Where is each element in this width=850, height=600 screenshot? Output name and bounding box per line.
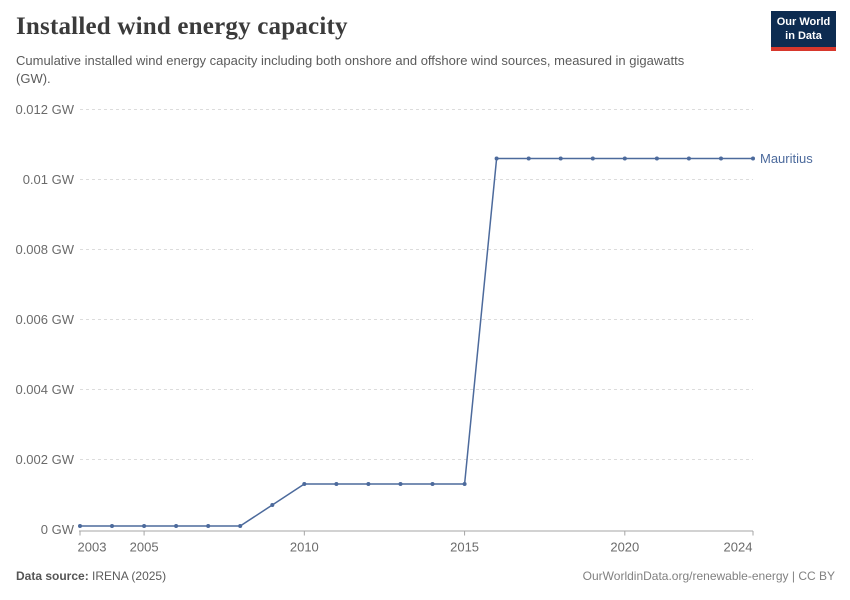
x-tick-label: 2010 xyxy=(290,540,319,555)
y-tick-label: 0.012 GW xyxy=(15,102,74,117)
data-point[interactable] xyxy=(206,524,211,528)
y-tick-label: 0.004 GW xyxy=(15,382,74,397)
y-tick-label: 0.01 GW xyxy=(23,172,75,187)
x-tick-label: 2024 xyxy=(724,540,753,555)
series-label-mauritius[interactable]: Mauritius xyxy=(760,150,813,166)
page-title: Installed wind energy capacity xyxy=(16,13,348,40)
data-point[interactable] xyxy=(558,156,563,161)
owid-logo-line1: Our World xyxy=(776,16,831,28)
data-point[interactable] xyxy=(462,482,467,486)
data-point[interactable] xyxy=(366,482,371,486)
data-point[interactable] xyxy=(686,156,691,161)
x-tick-label: 2020 xyxy=(610,540,639,555)
footer-link[interactable]: OurWorldinData.org/renewable-energy | CC… xyxy=(582,569,835,583)
data-point[interactable] xyxy=(302,482,307,486)
data-source-label: Data source: xyxy=(16,569,89,583)
y-tick-label: 0.008 GW xyxy=(15,242,74,257)
data-point[interactable] xyxy=(334,482,339,486)
y-tick-label: 0 GW xyxy=(41,522,75,537)
data-point[interactable] xyxy=(751,156,755,161)
data-point[interactable] xyxy=(174,524,179,528)
x-tick-label: 2015 xyxy=(450,540,479,555)
data-point[interactable] xyxy=(110,524,114,528)
x-tick-label: 2005 xyxy=(130,540,159,555)
data-source-value: IRENA (2025) xyxy=(92,569,167,583)
data-point[interactable] xyxy=(494,156,499,161)
data-point[interactable] xyxy=(398,482,403,486)
data-point[interactable] xyxy=(142,524,147,528)
data-point[interactable] xyxy=(622,156,627,161)
chart-subtitle: Cumulative installed wind energy capacit… xyxy=(16,53,685,87)
owid-logo[interactable]: Our World in Data xyxy=(771,11,836,51)
data-point[interactable] xyxy=(590,156,595,161)
series-line[interactable] xyxy=(80,157,753,527)
y-tick-label: 0.002 GW xyxy=(15,452,74,467)
data-point[interactable] xyxy=(270,503,275,507)
y-tick-label: 0.006 GW xyxy=(15,312,74,327)
data-point[interactable] xyxy=(238,524,243,528)
owid-logo-line2: in Data xyxy=(785,29,822,42)
data-point[interactable] xyxy=(526,156,531,161)
data-point[interactable] xyxy=(430,482,435,486)
data-point[interactable] xyxy=(78,524,82,528)
data-source-text: Data source: IRENA (2025) xyxy=(16,569,166,583)
data-point[interactable] xyxy=(654,156,659,161)
data-point[interactable] xyxy=(719,156,723,161)
x-tick-label: 2003 xyxy=(78,540,107,555)
